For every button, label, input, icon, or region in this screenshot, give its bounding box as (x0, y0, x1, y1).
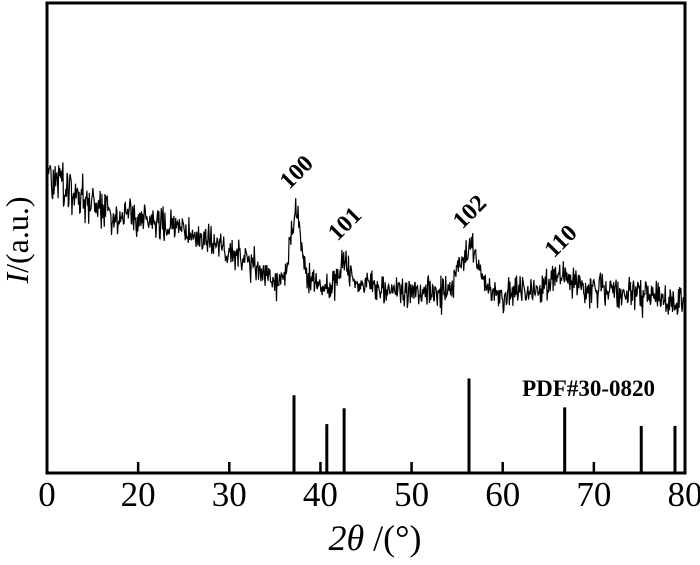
plot-border (47, 3, 685, 473)
x-tick-label: 40 (303, 475, 338, 514)
x-tick-label: 0 (38, 475, 56, 514)
x-tick-label: 60 (485, 475, 520, 514)
peak-label: 100 (275, 151, 319, 195)
x-tick-label: 70 (576, 475, 611, 514)
xrd-trace (49, 162, 684, 318)
x-axis-title-symbol: 2θ (328, 518, 364, 558)
x-tick-label: 80 (668, 475, 700, 514)
y-axis-title: I/(a.u.) (0, 196, 35, 284)
x-axis-title: 2θ /(°) (328, 518, 421, 558)
x-tick-label: 20 (121, 475, 156, 514)
peak-label: 101 (323, 202, 367, 246)
x-axis-ticks (138, 462, 594, 472)
x-tick-label: 50 (394, 475, 429, 514)
peak-label: 102 (448, 190, 492, 234)
y-axis-title-units: /(a.u.) (0, 196, 35, 272)
x-tick-label: 30 (212, 475, 247, 514)
reference-pdf-label: PDF#30-0820 (522, 376, 655, 401)
peak-label: 110 (540, 220, 583, 263)
x-axis-title-units: /(°) (364, 518, 421, 558)
x-axis-tick-labels: 0 20 30 40 50 60 70 80 (38, 475, 700, 514)
